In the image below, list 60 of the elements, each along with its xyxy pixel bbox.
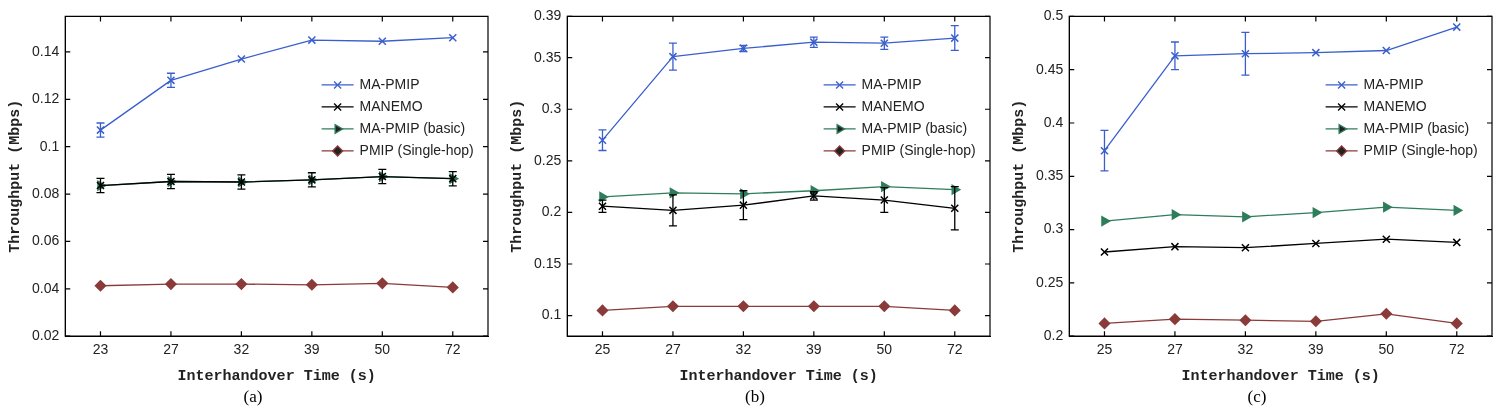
y-tick-label: 0.12 <box>32 90 60 107</box>
y-tick-label: 0.45 <box>1036 60 1064 77</box>
legend-label: MANEMO <box>1363 97 1427 114</box>
y-tick-label: 0.4 <box>1043 113 1064 130</box>
x-tick-label: 25 <box>594 341 611 358</box>
y-tick-label: 0.3 <box>1043 220 1064 237</box>
x-axis-title: Interhandover Time (s) <box>679 367 878 385</box>
y-tick-label: 0.39 <box>534 7 562 24</box>
x-tick-label: 27 <box>163 341 179 358</box>
legend-label: PMIP (Single-hop) <box>359 141 474 158</box>
text: (c) <box>1247 387 1267 407</box>
legend-label: MA-PMIP <box>861 75 922 92</box>
y-axis-title: Throughput (Mbps) <box>1010 99 1028 253</box>
text: (a) <box>243 387 263 407</box>
x-tick-label: 50 <box>1378 341 1395 358</box>
y-tick-label: 0.06 <box>32 232 60 249</box>
y-tick-label: 0.35 <box>534 48 562 65</box>
y-tick-label: 0.08 <box>32 184 60 201</box>
x-tick-label: 72 <box>946 341 963 358</box>
y-tick-label: 0.1 <box>39 137 60 154</box>
x-tick-label: 27 <box>1167 341 1183 358</box>
text: (b) <box>745 387 765 407</box>
y-axis-title: Throughput (Mbps) <box>6 99 24 253</box>
legend-label: PMIP (Single-hop) <box>1363 141 1478 158</box>
legend-label: MANEMO <box>861 97 925 114</box>
legend-label: MA-PMIP (basic) <box>1363 119 1470 136</box>
legend-label: MA-PMIP (basic) <box>861 119 968 136</box>
legend-label: MANEMO <box>359 97 423 114</box>
x-tick-label: 23 <box>92 341 109 358</box>
y-tick-label: 0.04 <box>32 279 60 296</box>
x-tick-label: 39 <box>1308 341 1324 358</box>
legend-label: MA-PMIP (basic) <box>359 119 466 136</box>
y-tick-label: 0.5 <box>1043 7 1064 24</box>
x-tick-label: 27 <box>665 341 681 358</box>
x-tick-label: 25 <box>1096 341 1113 358</box>
x-axis-title: Interhandover Time (s) <box>177 367 376 385</box>
y-tick-label: 0.15 <box>534 254 562 271</box>
x-tick-label: 32 <box>233 341 250 358</box>
x-tick-label: 50 <box>374 341 391 358</box>
y-tick-label: 0.25 <box>534 151 562 168</box>
y-tick-label: 0.14 <box>32 42 60 59</box>
legend-label: PMIP (Single-hop) <box>861 141 976 158</box>
x-tick-label: 72 <box>444 341 461 358</box>
y-tick-label: 0.25 <box>1036 273 1064 290</box>
legend-label: MA-PMIP <box>359 75 420 92</box>
x-tick-label: 50 <box>876 341 893 358</box>
y-tick-label: 0.1 <box>541 306 562 323</box>
x-tick-label: 39 <box>304 341 320 358</box>
legend-label: MA-PMIP <box>1363 75 1424 92</box>
x-axis-title: Interhandover Time (s) <box>1181 367 1380 385</box>
x-tick-label: 72 <box>1448 341 1465 358</box>
y-axis-title: Throughput (Mbps) <box>508 99 526 253</box>
x-tick-label: 32 <box>1237 341 1254 358</box>
y-tick-label: 0.02 <box>32 327 60 344</box>
y-tick-label: 0.2 <box>541 203 562 220</box>
y-tick-label: 0.3 <box>541 100 562 117</box>
y-tick-label: 0.2 <box>1043 327 1064 344</box>
x-tick-label: 39 <box>806 341 822 358</box>
x-tick-label: 32 <box>735 341 752 358</box>
y-tick-label: 0.35 <box>1036 167 1064 184</box>
